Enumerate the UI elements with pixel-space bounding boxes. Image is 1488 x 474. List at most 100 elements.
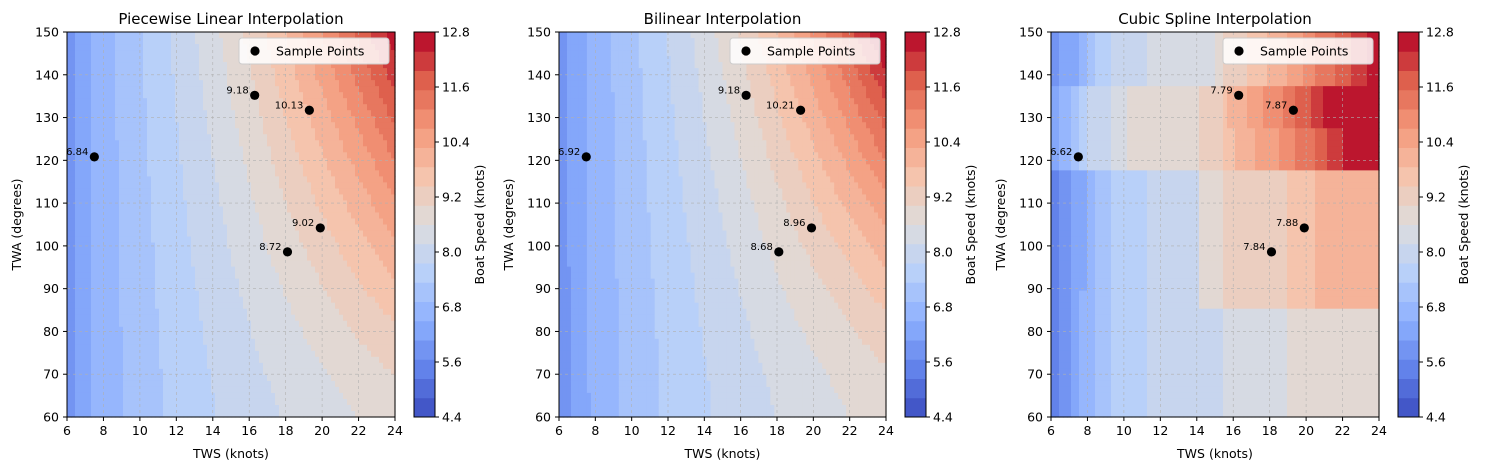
contour-cell: [355, 326, 360, 334]
contour-cell: [255, 404, 260, 412]
contour-cell: [247, 110, 252, 117]
contour-cell: [135, 140, 140, 147]
contour-cell: [187, 236, 192, 244]
contour-cell: [243, 128, 248, 135]
contour-cell: [367, 338, 372, 346]
contour-cell: [75, 278, 80, 286]
contour-cell: [91, 122, 96, 129]
contour-cell: [219, 176, 224, 183]
contour-cell: [115, 404, 120, 412]
contour-cell: [163, 398, 168, 406]
contour-cell: [155, 224, 160, 232]
contour-cell: [359, 296, 364, 304]
contour-cell: [195, 344, 200, 352]
contour-cell: [147, 224, 152, 232]
contour-cell: [67, 290, 72, 298]
contour-cell: [159, 332, 164, 340]
contour-cell: [299, 194, 304, 202]
contour-cell: [331, 320, 336, 328]
contour-cell: [371, 266, 376, 274]
contour-cell: [295, 290, 300, 298]
contour-cell: [247, 236, 252, 244]
contour-cell: [99, 164, 104, 171]
contour-cell: [195, 68, 200, 75]
contour-cell: [319, 68, 324, 75]
contour-cell: [295, 236, 300, 244]
contour-cell: [311, 410, 316, 418]
contour-cell: [143, 92, 148, 99]
contour-cell: [111, 314, 116, 322]
contour-cell: [295, 164, 300, 171]
contour-cell: [187, 146, 192, 153]
contour-cell: [331, 152, 336, 159]
contour-cell: [371, 386, 376, 394]
contour-cell: [151, 68, 156, 75]
contour-cell: [263, 338, 268, 346]
contour-cell: [99, 80, 104, 87]
contour-cell: [367, 224, 372, 232]
contour-cell: [107, 104, 112, 111]
contour-cell: [291, 320, 296, 328]
contour-cell: [295, 404, 300, 412]
contour-cell: [343, 32, 348, 39]
contour-cell: [219, 368, 224, 376]
contour-cell: [255, 68, 260, 75]
contour-cell: [375, 302, 380, 310]
contour-cell: [375, 368, 380, 376]
contour-cell: [363, 350, 368, 358]
contour-cell: [151, 308, 156, 316]
contour-cell: [343, 308, 348, 316]
contour-cell: [359, 326, 364, 334]
contour-cell: [199, 206, 204, 214]
contour-cell: [67, 218, 72, 226]
contour-cell: [67, 350, 72, 358]
contour-cell: [127, 404, 132, 412]
contour-cell: [159, 398, 164, 406]
contour-cell: [303, 380, 308, 388]
contour-cell: [115, 368, 120, 376]
contour-cell: [83, 32, 88, 39]
contour-cell: [155, 236, 160, 244]
contour-cell: [363, 278, 368, 286]
contour-cell: [347, 170, 352, 177]
contour-cell: [183, 98, 188, 105]
contour-cell: [103, 182, 108, 190]
contour-cell: [167, 320, 172, 328]
contour-cell: [79, 374, 84, 382]
contour-cell: [223, 140, 228, 147]
contour-cell: [283, 302, 288, 310]
contour-cell: [243, 212, 248, 220]
contour-cell: [95, 62, 100, 69]
contour-cell: [135, 218, 140, 226]
contour-cell: [243, 194, 248, 202]
contour-cell: [375, 350, 380, 358]
contour-cell: [163, 62, 168, 69]
contour-cell: [227, 404, 232, 412]
contour-cell: [219, 134, 224, 141]
contour-cell: [311, 134, 316, 141]
contour-cell: [295, 182, 300, 190]
contour-cell: [303, 92, 308, 99]
contour-cell: [291, 302, 296, 310]
contour-cell: [311, 332, 316, 340]
contour-cell: [167, 116, 172, 123]
contour-cell: [279, 218, 284, 226]
contour-cell: [211, 392, 216, 400]
contour-cell: [211, 188, 216, 196]
contour-cell: [103, 284, 108, 292]
contour-cell: [287, 122, 292, 129]
contour-cell: [171, 176, 176, 183]
contour-cell: [315, 116, 320, 123]
contour-cell: [207, 110, 212, 117]
contour-cell: [83, 110, 88, 117]
contour-cell: [135, 278, 140, 286]
contour-cell: [223, 380, 228, 388]
contour-cell: [83, 140, 88, 147]
contour-cell: [235, 116, 240, 123]
contour-cell: [191, 134, 196, 141]
contour-cell: [111, 128, 116, 135]
contour-cell: [147, 368, 152, 376]
contour-cell: [183, 116, 188, 123]
contour-cell: [175, 92, 180, 99]
contour-cell: [187, 320, 192, 328]
